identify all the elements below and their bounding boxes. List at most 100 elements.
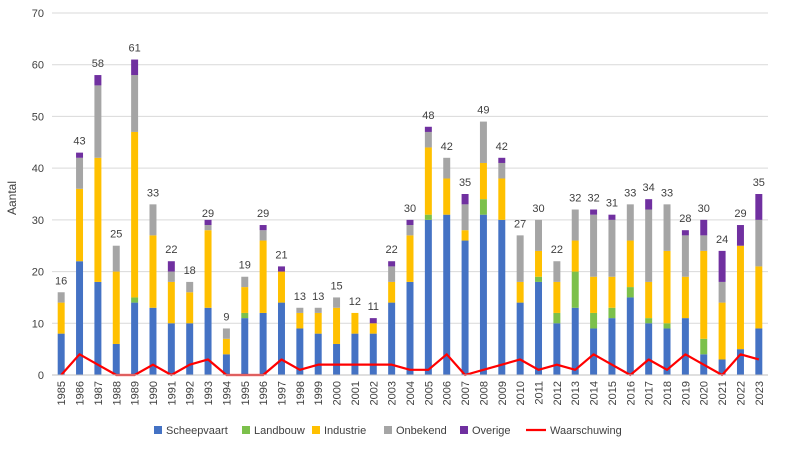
bar-overige [681, 230, 689, 236]
x-tick-label: 2007 [460, 381, 472, 405]
bar-onbekend [590, 214, 598, 277]
total-data-label: 13 [294, 291, 306, 303]
bar-overige [700, 219, 708, 236]
total-data-label: 12 [349, 296, 361, 308]
bar-overige [94, 75, 102, 86]
bar-scheepvaart [167, 323, 175, 375]
total-data-label: 30 [404, 203, 416, 215]
x-tick-label: 2003 [387, 381, 399, 405]
bar-onbekend [461, 204, 469, 231]
y-tick-label: 20 [32, 267, 44, 279]
bar-onbekend [663, 204, 671, 251]
bar-landbouw [571, 271, 579, 308]
total-data-label: 32 [569, 193, 581, 205]
y-tick-label: 40 [32, 163, 44, 175]
bar-onbekend [479, 121, 487, 163]
x-tick-label: 2016 [625, 381, 637, 405]
x-tick-label: 2021 [717, 381, 729, 405]
x-tick-label: 2005 [423, 381, 435, 405]
legend-label: Industrie [324, 425, 366, 437]
bar-overige [131, 59, 139, 76]
legend-swatch [242, 426, 250, 434]
legend: Scheepvaart Landbouw Industrie Onbekend Over… [154, 425, 622, 437]
bar-scheepvaart [369, 333, 377, 375]
bar-industrie [314, 312, 322, 334]
bar-scheepvaart [94, 281, 102, 375]
bar-onbekend [204, 225, 212, 231]
bar-industrie [443, 178, 451, 215]
total-data-label: 43 [73, 136, 85, 148]
bar-scheepvaart [626, 297, 634, 375]
x-tick-label: 1986 [75, 381, 87, 405]
bar-scheepvaart [222, 354, 230, 375]
bar-overige [167, 261, 175, 272]
total-data-label: 30 [532, 203, 544, 215]
x-tick-label: 2002 [368, 381, 380, 405]
bar-industrie [259, 240, 267, 313]
total-data-label: 35 [753, 177, 765, 189]
bar-scheepvaart [645, 323, 653, 375]
bar-onbekend [681, 235, 689, 277]
bar-onbekend [388, 266, 396, 282]
total-data-label: 19 [239, 260, 251, 272]
bar-industrie [76, 188, 84, 262]
bar-onbekend [167, 271, 175, 282]
total-data-label: 33 [661, 187, 673, 199]
bar-onbekend [112, 245, 120, 272]
x-tick-label: 2008 [478, 381, 490, 405]
x-tick-label: 1985 [56, 381, 68, 405]
bar-scheepvaart [663, 328, 671, 375]
total-data-label: 22 [386, 244, 398, 256]
x-tick-label: 1993 [203, 381, 215, 405]
bar-industrie [755, 266, 763, 329]
bar-industrie [590, 276, 598, 313]
bar-scheepvaart [204, 307, 212, 375]
x-tick-label: 2010 [515, 381, 527, 405]
total-data-label: 33 [624, 187, 636, 199]
bar-industrie [479, 162, 487, 200]
bar-onbekend [314, 307, 322, 313]
x-tick-label: 2019 [680, 381, 692, 405]
bar-scheepvaart [259, 312, 267, 375]
bar-scheepvaart [424, 219, 432, 375]
total-data-label: 33 [147, 187, 159, 199]
bar-landbouw [553, 312, 561, 324]
legend-label: Onbekend [396, 425, 447, 437]
bar-onbekend [535, 219, 543, 251]
x-tick-label: 2011 [534, 381, 546, 405]
bar-overige [369, 318, 377, 324]
bar-overige [718, 250, 726, 282]
x-tick-label: 1995 [240, 381, 252, 405]
bar-industrie [700, 250, 708, 339]
x-tick-label: 2012 [552, 381, 564, 405]
total-data-label: 42 [441, 141, 453, 153]
legend-item-landbouw: Landbouw [242, 425, 305, 437]
bar-industrie [681, 276, 689, 319]
bar-onbekend [571, 209, 579, 241]
bar-onbekend [516, 235, 524, 282]
total-data-label: 31 [606, 198, 618, 210]
bar-overige [204, 219, 212, 226]
bar-industrie [222, 338, 230, 355]
bar-overige [406, 219, 414, 226]
bar-scheepvaart [479, 214, 487, 375]
bar-landbouw [645, 318, 653, 324]
total-data-label: 15 [330, 280, 342, 292]
bar-industrie [406, 235, 414, 282]
legend-item-waarschuwing: Waarschuwing [526, 425, 622, 437]
x-tick-label: 2018 [662, 381, 674, 405]
bar-scheepvaart [241, 318, 249, 375]
total-data-label: 9 [223, 311, 229, 323]
bar-overige [461, 194, 469, 205]
legend-label: Scheepvaart [166, 425, 228, 437]
bar-overige [388, 261, 396, 267]
bar-scheepvaart [553, 323, 561, 375]
bar-industrie [241, 287, 249, 313]
bar-onbekend [718, 281, 726, 303]
bar-industrie [626, 240, 634, 288]
bar-scheepvaart [333, 343, 341, 375]
bar-industrie [718, 302, 726, 360]
bar-industrie [94, 157, 102, 282]
bar-onbekend [333, 297, 341, 308]
total-data-label: 32 [587, 193, 599, 205]
